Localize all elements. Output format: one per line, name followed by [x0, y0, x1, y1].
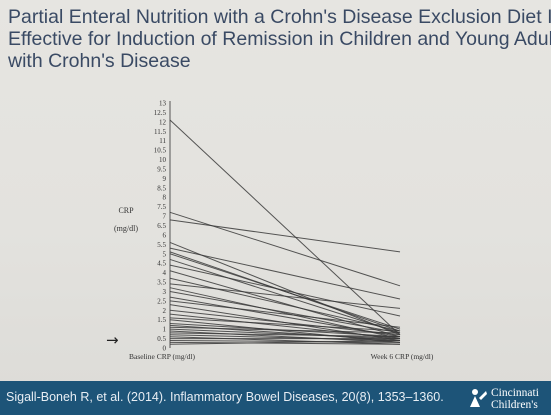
crp-line-chart: 00.511.522.533.544.555.566.577.588.599.5…: [114, 100, 434, 362]
series-line: [169, 283, 401, 309]
series-line: [169, 247, 401, 300]
citation: Sigall-Boneh R, et al. (2014). Inflammat…: [6, 390, 444, 404]
series-line: [169, 326, 401, 334]
series-line: [169, 219, 401, 253]
y-tick-label: 11.5: [154, 128, 166, 136]
series-line: [169, 328, 401, 340]
slide-title: Partial Enteral Nutrition with a Crohn's…: [8, 6, 551, 72]
series-line: [169, 296, 401, 338]
y-tick-label: 11: [159, 137, 166, 145]
y-tick-label: 4: [163, 269, 167, 277]
y-tick-label: 2.5: [157, 297, 166, 305]
logo-line-1: Cincinnati: [491, 387, 539, 399]
series-line: [169, 339, 401, 343]
series-line: [169, 253, 401, 330]
right-arrow-icon: →: [106, 331, 119, 349]
y-tick-label: 1: [163, 326, 167, 334]
slide-title-line-1: Partial Enteral Nutrition with a Crohn's…: [8, 6, 551, 28]
series-line: [169, 277, 401, 332]
y-tick-label: 1.5: [157, 316, 166, 324]
series-line: [169, 290, 401, 334]
y-tick-label: 10: [159, 156, 167, 164]
series-line: [169, 330, 401, 343]
y-tick-label: 5: [163, 250, 167, 258]
cincinnati-childrens-logo-icon: [470, 389, 487, 407]
y-tick-label: 7.5: [157, 203, 166, 211]
series-line: [169, 119, 401, 336]
logo-line-2: Children's: [491, 399, 538, 411]
series-line: [169, 339, 401, 345]
y-tick-label: 13: [159, 100, 167, 108]
logo-wordmark: Cincinnati Children's: [491, 387, 539, 411]
cincinnati-childrens-logo: Cincinnati Children's: [467, 385, 551, 413]
y-tick-label: 0: [163, 345, 167, 353]
y-tick-label: 9: [163, 175, 167, 183]
y-tick-label: 12: [159, 118, 167, 126]
series-line: [169, 241, 401, 336]
series-line: [169, 211, 401, 287]
y-tick-label: 10.5: [154, 147, 167, 155]
slide-title-line-3: with Crohn's Disease: [8, 50, 191, 72]
y-tick-label: 7: [163, 213, 167, 221]
y-tick-label: 5.5: [157, 241, 166, 249]
series-line: [169, 334, 401, 341]
series-line: [169, 341, 401, 345]
x-category-label: Week 6 CRP (mg/dl): [371, 352, 434, 361]
y-tick-label: 8: [163, 194, 167, 202]
series-line: [169, 309, 401, 336]
series-line: [169, 300, 401, 328]
series-line: [169, 317, 401, 332]
y-tick-label: 4.5: [157, 260, 166, 268]
y-tick-label: 3.5: [157, 279, 166, 287]
y-axis-label-line-1: CRP: [118, 206, 134, 215]
series-line: [169, 332, 401, 338]
y-tick-label: 3: [163, 288, 167, 296]
footer-bar: Sigall-Boneh R, et al. (2014). Inflammat…: [0, 381, 551, 415]
y-tick-label: 8.5: [157, 184, 166, 192]
slide-title-line-2: Effective for Induction of Remission in …: [8, 28, 551, 50]
series-line: [169, 336, 401, 345]
y-tick-label: 0.5: [157, 335, 166, 343]
y-tick-label: 12.5: [154, 109, 167, 117]
x-category-label: Baseline CRP (mg/dl): [129, 352, 195, 361]
y-tick-label: 6: [163, 231, 167, 239]
series-line: [169, 264, 401, 317]
y-tick-label: 6.5: [157, 222, 166, 230]
y-tick-label: 9.5: [157, 165, 166, 173]
y-tick-label: 2: [163, 307, 167, 315]
y-axis-label-line-2: (mg/dl): [114, 224, 138, 233]
